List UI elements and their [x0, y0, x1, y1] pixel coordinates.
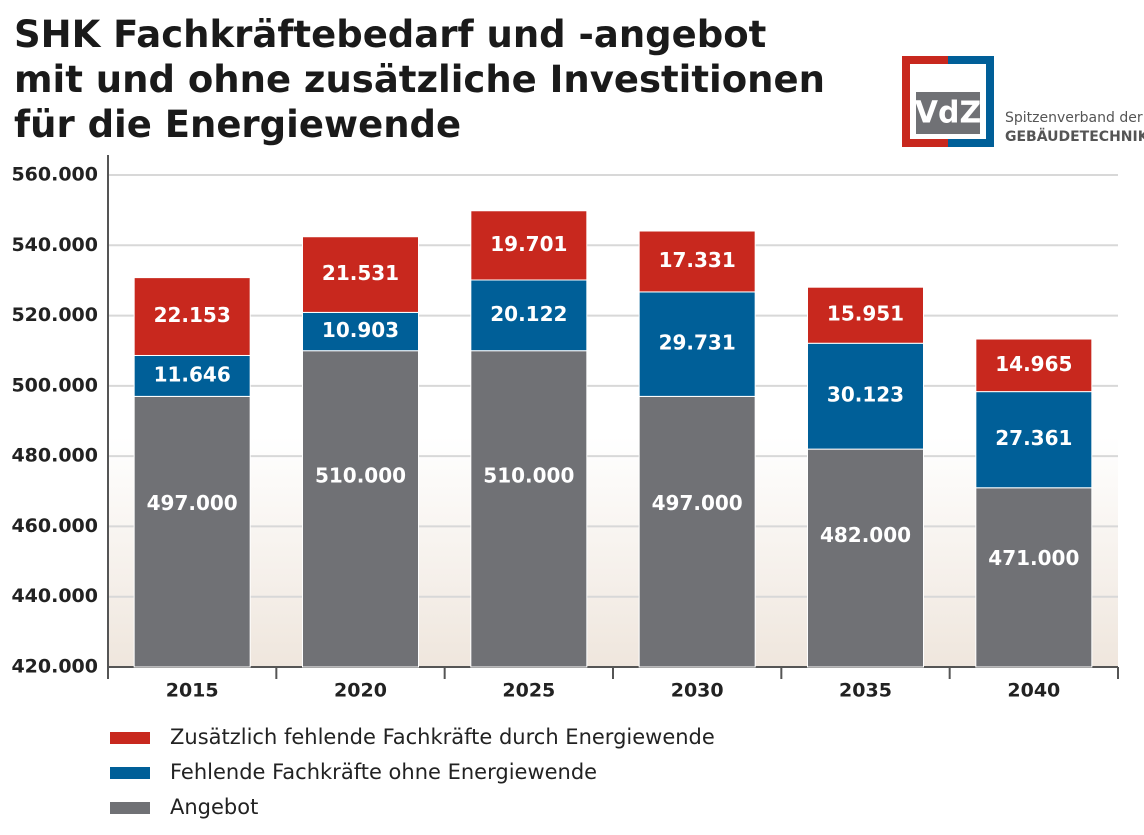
- value-label: 510.000: [483, 464, 574, 488]
- bar-segment: [133, 354, 251, 397]
- value-label: 510.000: [315, 464, 406, 488]
- y-tick-label: 420.000: [11, 656, 98, 678]
- legend-swatch: [110, 767, 150, 779]
- value-label: 14.965: [995, 352, 1072, 376]
- bar-segment: [807, 286, 924, 344]
- value-label: 30.123: [827, 383, 904, 407]
- logo-text: GEBÄUDETECHNIK: [1005, 128, 1144, 145]
- x-tick-label: 2035: [839, 680, 892, 702]
- bar-segment: [638, 291, 756, 397]
- bar-segment: [975, 487, 1093, 668]
- value-label: 15.951: [827, 302, 904, 326]
- y-tick-label: 520.000: [11, 304, 98, 326]
- bar-segment: [807, 342, 924, 450]
- bar-segment: [975, 338, 1093, 393]
- legend-label: Fehlende Fachkräfte ohne Energiewende: [170, 760, 597, 784]
- value-label: 482.000: [820, 523, 911, 547]
- value-label: 471.000: [988, 546, 1079, 570]
- plot-background: [108, 155, 1118, 667]
- value-label: 10.903: [322, 318, 399, 342]
- value-label: 11.646: [154, 362, 231, 386]
- chart-title: SHK Fachkräftebedarf und -angebot: [14, 13, 766, 56]
- bar-segment: [807, 448, 924, 668]
- bar-segment: [638, 230, 756, 293]
- bar-segment: [302, 236, 419, 313]
- bar-segment: [470, 279, 588, 352]
- y-tick-label: 460.000: [11, 515, 98, 537]
- value-label: 497.000: [147, 491, 238, 515]
- y-tick-label: 540.000: [11, 234, 98, 256]
- logo-text: Spitzenverband der: [1005, 110, 1143, 126]
- legend-swatch: [110, 802, 150, 814]
- bar-segment: [133, 277, 251, 356]
- bar-segment: [975, 391, 1093, 489]
- value-label: 497.000: [652, 491, 743, 515]
- chart-title: für die Energiewende: [14, 103, 461, 146]
- value-label: 21.531: [322, 261, 399, 285]
- chart-title: mit und ohne zusätzliche Investitionen: [14, 58, 825, 101]
- bar-segment: [470, 210, 588, 281]
- bar-segment: [302, 311, 419, 352]
- logo: VdZ Spitzenverband der GEBÄUDETECHNIK: [902, 56, 1144, 147]
- y-tick-label: 560.000: [11, 164, 98, 186]
- y-tick-label: 440.000: [11, 585, 98, 607]
- x-tick-label: 2030: [671, 680, 724, 702]
- y-tick-label: 500.000: [11, 374, 98, 396]
- x-tick-label: 2040: [1007, 680, 1060, 702]
- value-label: 27.361: [995, 426, 1072, 450]
- value-label: 20.122: [490, 302, 567, 326]
- legend-swatch: [110, 732, 150, 744]
- x-tick-label: 2015: [166, 680, 219, 702]
- legend-label: Angebot: [170, 795, 258, 819]
- value-label: 22.153: [154, 303, 231, 327]
- legend-label: Zusätzlich fehlende Fachkräfte durch Ene…: [170, 725, 715, 749]
- bar-segment: [470, 350, 588, 668]
- x-tick-label: 2020: [334, 680, 387, 702]
- bar-segment: [133, 395, 251, 668]
- value-label: 17.331: [659, 248, 736, 272]
- x-tick-label: 2025: [502, 680, 555, 702]
- y-tick-label: 480.000: [11, 445, 98, 467]
- bar-segment: [302, 350, 419, 668]
- bar-segment: [638, 395, 756, 668]
- value-label: 19.701: [490, 232, 567, 256]
- value-label: 29.731: [659, 331, 736, 355]
- logo-mark: VdZ: [915, 96, 981, 131]
